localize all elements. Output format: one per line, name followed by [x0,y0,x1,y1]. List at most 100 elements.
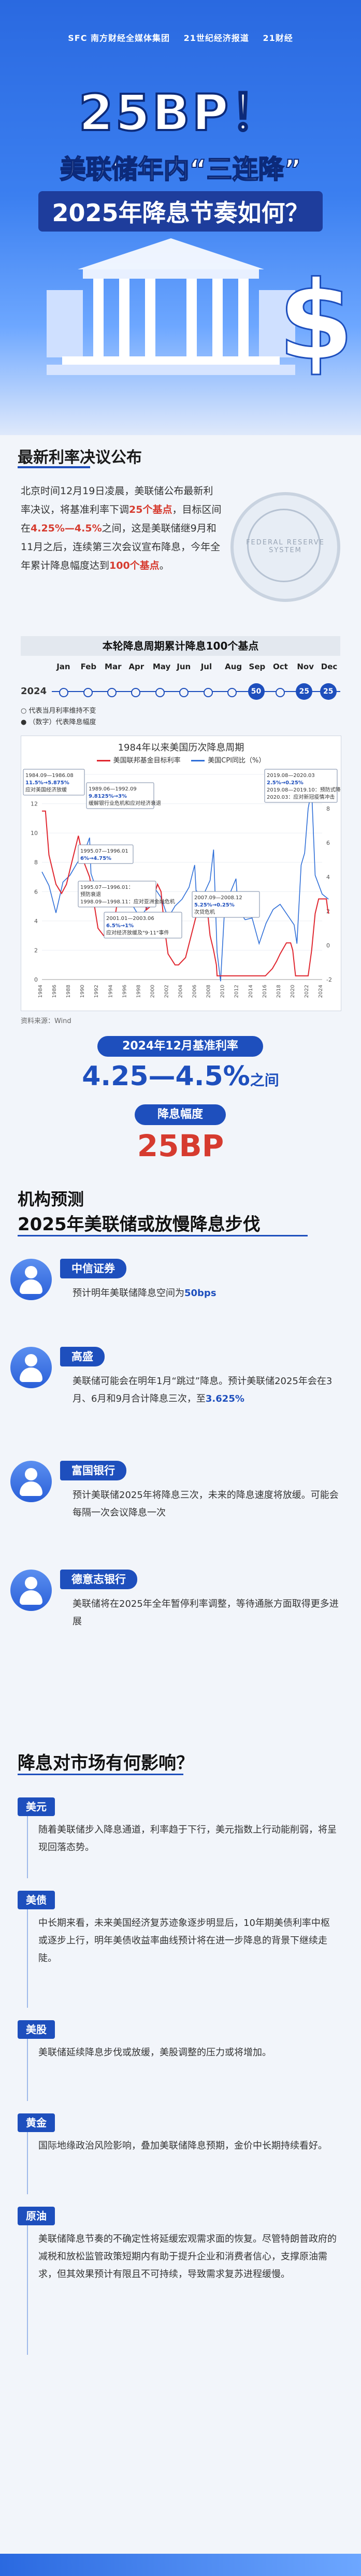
y-tick-left: 8 [34,859,38,866]
impact-connector [27,1816,28,1878]
timeline-legend: ○ 代表当月利率维持不变 ● （数字）代表降息幅度 [21,706,96,728]
impact-text: 国际地缘政治风险影响，叠加美联储降息预期，金价中长期持续看好。 [38,2140,327,2151]
cut-label: 降息幅度 [135,1104,226,1125]
timeline-title: 本轮降息周期累计降息100个基点 [21,636,340,656]
institution-citic: 中信证券 预计明年美联储降息空间为50bps [10,1259,351,1336]
x-tick: 2022 [304,985,310,998]
timeline-month-apr: Apr [128,662,145,671]
impact-name: 黄金 [18,2113,55,2132]
rate-label: 2024年12月基准利率 [97,1036,263,1057]
para-text-1: 北京时间12月19日凌晨，美联储公布最新利率决议，将基准利率下调 [21,485,213,515]
y-tick-right: -2 [326,976,332,983]
timeline-month-nov: Nov [297,662,314,671]
timeline-axis [52,691,340,692]
inst-text-body: 预计明年美联储降息空间为 [73,1288,184,1299]
fed-seal-icon: FEDERAL RESERVE SYSTEM [230,492,340,602]
timeline-hold-may [155,688,165,697]
hero-headline: 25BP！ 美联储年内“三连降” 2025年降息节奏如何？ [0,73,361,232]
y-tick-left: 0 [34,976,38,983]
institution-deutsche: 德意志银行 美联储将在2025年全年暂停利率调整，等待通胀方面取得更多进展 [10,1570,351,1658]
annotation-text: 2007.09—2008.12 [194,895,242,901]
timeline-month-mar: Mar [105,662,122,671]
annotation-text: 预防衰退 [80,891,101,898]
x-tick: 2008 [206,985,212,998]
logo-21caijing: 21财经 [263,33,293,43]
timeline-hold-oct [275,688,285,697]
x-tick: 1994 [108,985,113,998]
chart-title: 1984年以来美国历次降息周期 [118,742,244,753]
institution-name: 高盛 [60,1347,105,1366]
timeline-months: Jan Feb Mar Apr May Jun Jul Aug Sep Oct Nov Dec [21,662,340,674]
y-tick-right: 4 [326,874,330,881]
institution-text: 预计明年美联储降息空间为50bps [73,1285,342,1302]
institution-text: 预计美联储2025年将降息三次，未来的降息速度将放缓。可能会每隔一次会议降息一次 [73,1487,342,1522]
x-tick: 2024 [318,985,324,998]
impact-name: 美债 [18,1891,55,1909]
annotation-box [78,881,156,908]
y-tick-left: 6 [34,888,38,895]
annotation-text: 6%→4.75% [80,856,111,861]
para-text-2: ，目标区间在 [21,504,222,534]
person-icon [10,1461,52,1502]
section2-title-1: 机构预测 [18,1189,84,1209]
legend-cut-text: （数字）代表降息幅度 [28,718,96,726]
legend-cpi: 美国CPI同比（%） [208,757,266,765]
impact-connector [27,2132,28,2194]
footer-bar [0,2554,361,2576]
annotation-box [86,782,154,809]
dollar-sign-icon: $ [278,257,355,384]
logo-bar: SFC 南方财经全媒体集团 21世纪经济报道 21财经 [0,31,361,44]
timeline-hold-jan [59,688,69,697]
hero-banner: SFC 南方财经全媒体集团 21世纪经济报道 21财经 25BP！ 美联储年内“… [0,0,361,435]
impact-text: 中长期来看，未来美国经济复苏迹象逐步明显后，10年期美债利率中枢或逐步上行，明年… [38,1918,330,1964]
annotation-text: 2.5%→0.25% [267,780,304,786]
annotation-text: 次贷危机 [194,909,215,915]
impact-connector [27,2225,28,2355]
y-tick-left: 2 [34,947,38,954]
impact-name: 美元 [18,1797,55,1816]
timeline-month-jul: Jul [200,662,212,671]
impact-text: 美联储降息节奏的不确定性将延缓宏观需求面的恢复。尽管特朗普政府的减税和放松监管政… [38,2234,337,2280]
annotation-text: 应对经济放缓及"9·11"事件 [106,929,169,936]
annotation-text: 应对美国经济放缓 [25,786,67,793]
x-tick: 2010 [220,985,226,998]
para-text-3: 之间，这是美联储继9月和11月之后，连续第三次会议宣布降息，今年全年累计降息幅度… [21,523,221,571]
annotation-text: 1989.06—1992.09 [89,786,137,792]
para-highlight-1: 25个基点 [129,504,172,515]
headline-bp: 25BP！ [78,83,283,143]
annotation-text: 2001.01—2003.06 [106,916,154,922]
y-tick-left: 10 [31,830,38,837]
annotation-text: 缓解银行业危机和应对经济衰退 [89,800,161,807]
chart-legend: 美国联邦基金目标利率 美国CPI同比（%） [21,755,341,765]
institution-text: 美联储将在2025年全年暂停利率调整，等待通胀方面取得更多进展 [73,1595,342,1631]
person-icon [10,1259,52,1300]
timeline-hold-jun [179,688,189,697]
annotation-text: 2020.03：应对新冠疫情冲击 [267,794,335,800]
legend-cut: ● （数字）代表降息幅度 [21,718,96,726]
institution-goldman: 高盛 美联储可能会在明年1月“跳过”降息。预计美联储2025年会在3月、6月和9… [10,1347,351,1450]
legend-rate-swatch [96,760,110,761]
legend-cpi-swatch [191,760,205,761]
y-tick-right: 8 [326,805,330,812]
impact-text: 美联储延续降息步伐或放缓，美股调整的压力或将增加。 [38,2047,271,2058]
inst-text-highlight: 3.625% [205,1393,244,1404]
y-tick-left: 4 [34,918,38,925]
timeline-cut-dec: 25 [320,683,337,700]
x-tick: 1998 [136,985,141,998]
person-icon [10,1570,52,1611]
impact-name: 原油 [18,2207,55,2225]
institution-wells-fargo: 富国银行 预计美联储2025年将降息三次，未来的降息速度将放缓。可能会每隔一次会… [10,1461,351,1549]
section3-title: 降息对市场有何影响？ [18,1753,194,1774]
logo-21cbh: 21世纪经济报道 [183,33,249,43]
y-tick-right: 6 [326,840,330,846]
annotation-text: 5.25%→0.25% [194,902,235,908]
timeline: 2024 50 25 25 [21,683,340,700]
section2-title-2: 2025年美联储或放慢降息步伐 [18,1214,261,1235]
timeline-month-may: May [152,662,171,671]
annotation-text: 6.5%→1% [106,923,134,929]
annotation-box [264,769,338,803]
annotation-box [104,912,182,939]
x-tick: 1992 [94,985,99,998]
impact-gold: 黄金 国际地缘政治风险影响，叠加美联储降息预期，金价中长期持续看好。 [18,2113,343,2196]
x-tick: 2002 [164,985,169,998]
